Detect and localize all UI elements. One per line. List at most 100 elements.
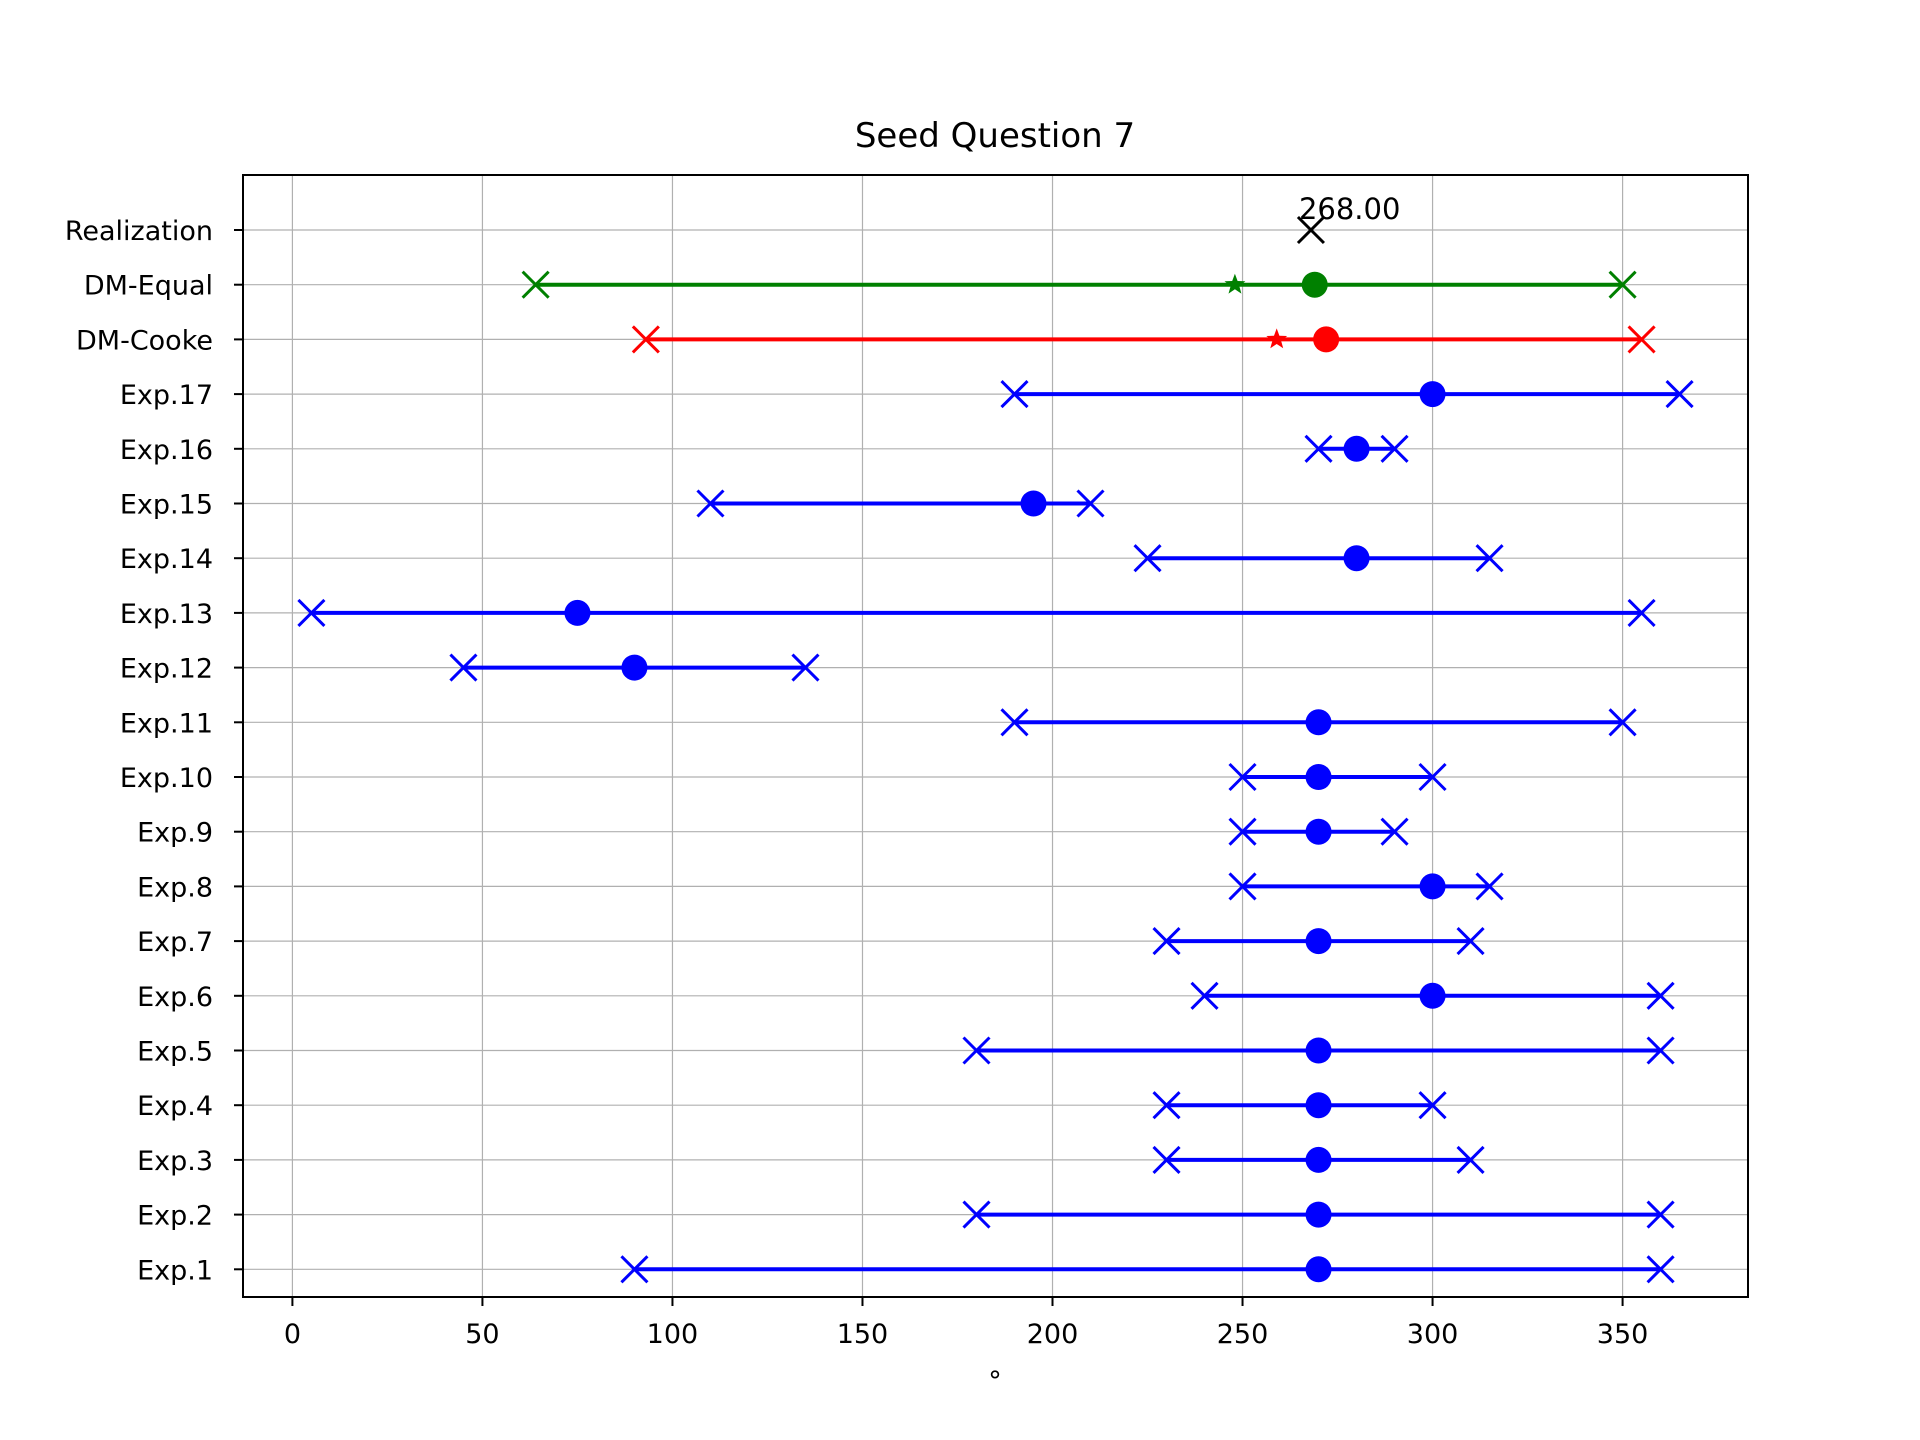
high-marker: [1475, 544, 1504, 573]
median-marker: [1020, 490, 1047, 517]
low-marker: [449, 653, 478, 682]
y-tick-label: Exp.16: [120, 435, 213, 466]
y-tick-label: Exp.14: [120, 544, 213, 575]
realization-annotation: 268.00: [1299, 192, 1400, 226]
row-exp-14: [1133, 544, 1504, 573]
low-marker: [1000, 380, 1029, 409]
low-marker: [620, 1255, 649, 1284]
high-marker: [1456, 927, 1485, 956]
realization-marker: [1296, 215, 1326, 245]
row-exp-7: [1152, 927, 1485, 956]
median-marker: [1419, 873, 1446, 900]
median-marker: [564, 599, 591, 626]
y-tick-label: Exp.7: [137, 927, 213, 958]
median-marker: [1301, 271, 1328, 298]
high-marker: [1646, 1036, 1675, 1065]
median-marker: [621, 654, 648, 681]
x-tick-label: 200: [1027, 1319, 1079, 1350]
median-marker: [1419, 982, 1446, 1009]
median-marker: [1305, 928, 1332, 955]
row-exp-17: [1000, 380, 1694, 409]
median-marker: [1313, 326, 1340, 353]
row-exp-8: [1228, 872, 1504, 901]
low-marker: [1152, 1091, 1181, 1120]
row-dm-equal: [521, 270, 1637, 299]
high-marker: [1646, 1200, 1675, 1229]
low-marker: [1133, 544, 1162, 573]
plot-frame: [242, 174, 1749, 1298]
x-tick-label: 350: [1597, 1319, 1649, 1350]
high-marker: [1380, 817, 1409, 846]
high-marker: [1076, 489, 1105, 518]
high-marker: [1646, 1255, 1675, 1284]
row-exp-11: [1000, 708, 1637, 737]
y-tick-label: Exp.8: [137, 872, 213, 903]
high-marker: [1475, 872, 1504, 901]
high-marker: [1665, 380, 1694, 409]
high-marker: [1608, 708, 1637, 737]
median-marker: [1305, 1201, 1332, 1228]
median-marker: [1305, 1256, 1332, 1283]
median-marker: [1419, 381, 1446, 408]
low-marker: [696, 489, 725, 518]
high-marker: [1380, 434, 1409, 463]
grid: [243, 175, 1748, 1297]
median-marker: [1343, 435, 1370, 462]
low-marker: [1228, 872, 1257, 901]
row-exp-15: [696, 489, 1105, 518]
high-marker: [1418, 762, 1447, 792]
y-tick-label: Exp.12: [120, 654, 213, 685]
row-exp-3: [1152, 1145, 1485, 1174]
y-tick-label: Exp.3: [137, 1146, 213, 1177]
x-tick-label: 250: [1217, 1319, 1269, 1350]
x-tick-label: 150: [837, 1319, 889, 1350]
y-tick-label: Exp.10: [120, 763, 213, 794]
y-tick-label: Exp.4: [137, 1091, 213, 1122]
x-tick-label: 100: [647, 1319, 699, 1350]
row-exp-4: [1152, 1091, 1447, 1120]
row-exp-12: [449, 653, 820, 682]
low-marker: [521, 270, 550, 299]
row-exp-5: [962, 1036, 1675, 1065]
x-tick-label: 50: [465, 1319, 499, 1350]
y-tick-label: Exp.17: [120, 380, 213, 411]
low-marker: [1190, 981, 1219, 1010]
row-realization: 268.00: [1296, 192, 1400, 245]
median-marker: [1305, 1146, 1332, 1173]
y-tick-label: DM-Cooke: [76, 325, 213, 356]
high-marker: [1418, 1091, 1447, 1120]
y-tick-label: Exp.9: [137, 818, 213, 849]
row-exp-10: [1228, 762, 1447, 792]
high-marker: [1456, 1145, 1485, 1174]
y-tick-label: Exp.5: [137, 1037, 213, 1068]
x-axis-label: °: [988, 1366, 1002, 1397]
axes: 0 50 100 150 200 250 300 350 Exp.1 Exp.2 Exp.3 Exp.…: [65, 216, 1649, 1350]
low-marker: [1152, 927, 1181, 956]
y-tick-label: Exp.6: [137, 982, 213, 1013]
low-marker: [1228, 817, 1257, 846]
x-tick-label: 300: [1407, 1319, 1459, 1350]
row-exp-16: [1304, 434, 1409, 463]
row-exp-13: [297, 598, 1656, 627]
y-tick-label: Exp.15: [120, 490, 213, 521]
high-marker: [1608, 270, 1637, 299]
high-marker: [1627, 325, 1656, 354]
y-tick-label: Exp.11: [120, 708, 213, 739]
plot-series: 268.00: [297, 192, 1694, 1284]
high-marker: [1627, 598, 1656, 627]
median-marker: [1305, 1037, 1332, 1064]
y-tick-label: Realization: [65, 216, 213, 247]
median-marker: [1305, 764, 1332, 790]
low-marker: [631, 325, 660, 354]
mean-marker: [1224, 273, 1246, 294]
row-exp-2: [962, 1200, 1675, 1229]
low-marker: [962, 1200, 991, 1229]
row-exp-1: [620, 1255, 1675, 1284]
mean-marker: [1266, 328, 1288, 349]
median-marker: [1305, 1092, 1332, 1119]
row-exp-9: [1228, 817, 1409, 846]
low-marker: [1304, 434, 1333, 463]
low-marker: [1000, 708, 1029, 737]
high-marker: [1646, 981, 1675, 1010]
median-marker: [1343, 545, 1370, 572]
